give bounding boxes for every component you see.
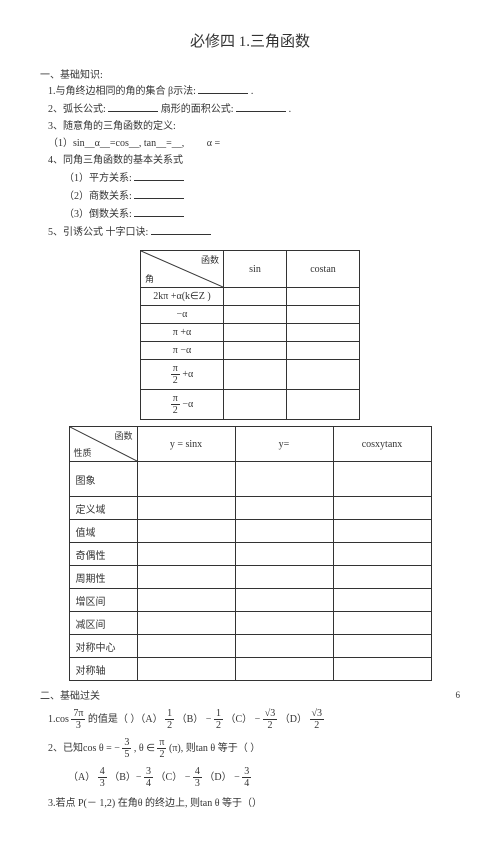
item-4c: （3）倒数关系: bbox=[64, 206, 460, 222]
t1-r4: π −α bbox=[141, 342, 224, 360]
t2-row: 周期性 bbox=[69, 566, 137, 589]
page-title: 必修四 1.三角函数 bbox=[40, 30, 460, 51]
question-1: 1.cos 7π3 的值是（ ）（A） 12 （B） − 12 （C） − √3… bbox=[48, 708, 460, 731]
section-2-head: 二、基础过关 bbox=[40, 687, 460, 702]
t1-r5: π2 +α bbox=[141, 360, 224, 390]
question-2-options: （A） 43 （B）− 34 （C） − 43 （D） − 34 bbox=[68, 766, 460, 789]
t2-c2: y= bbox=[235, 427, 333, 462]
t2-row: 减区间 bbox=[69, 612, 137, 635]
t2-row: 值域 bbox=[69, 520, 137, 543]
item-3a: （1）sin__α__=cos__, tan__=__, α = bbox=[48, 136, 460, 151]
t1-h2: costan bbox=[287, 251, 360, 288]
item-3: 3、随意角的三角函数的定义: bbox=[48, 119, 460, 134]
page-number: 6 bbox=[456, 690, 461, 700]
section-1-head: 一、基础知识: bbox=[40, 66, 460, 81]
t1-r3: π +α bbox=[141, 324, 224, 342]
t1-corner: 函数 角 bbox=[141, 251, 224, 288]
t2-row: 奇偶性 bbox=[69, 543, 137, 566]
t1-h1: sin bbox=[224, 251, 287, 288]
item-4b: （2）商数关系: bbox=[64, 188, 460, 204]
item-4: 4、同角三角函数的基本关系式 bbox=[48, 153, 460, 168]
t2-row: 对称中心 bbox=[69, 635, 137, 658]
item-5: 5、引诱公式 十字口诀: bbox=[48, 224, 460, 240]
t2-row: 增区间 bbox=[69, 589, 137, 612]
question-3: 3.若点 P(－ 1,2) 在角θ 的终边上, 则tan θ 等于（） bbox=[48, 795, 460, 813]
t2-row: 对称轴 bbox=[69, 658, 137, 681]
table-2: 函数 性质 y = sinx y= cosxytanx 图象 定义域 值域 奇偶… bbox=[69, 426, 432, 681]
t1-r6: π2 −α bbox=[141, 390, 224, 420]
table-1: 函数 角 sin costan 2kπ +α(k∈Z ) −α π +α π −… bbox=[140, 250, 360, 420]
t1-r2: −α bbox=[141, 306, 224, 324]
t2-corner: 函数 性质 bbox=[69, 427, 137, 462]
question-2: 2、已知cos θ = − 35 , θ ∈ π2 (π), 则tan θ 等于… bbox=[48, 737, 460, 760]
t1-r1: 2kπ +α(k∈Z ) bbox=[141, 288, 224, 306]
item-2: 2、弧长公式: 扇形的面积公式: . bbox=[48, 101, 460, 117]
item-4a: （1）平方关系: bbox=[64, 170, 460, 186]
t2-row: 定义域 bbox=[69, 497, 137, 520]
item-1: 1.与角终边相同的角的集合 β示法: . bbox=[48, 83, 460, 99]
t2-c1: y = sinx bbox=[137, 427, 235, 462]
t2-row: 图象 bbox=[69, 462, 137, 497]
t2-c3: cosxytanx bbox=[333, 427, 431, 462]
